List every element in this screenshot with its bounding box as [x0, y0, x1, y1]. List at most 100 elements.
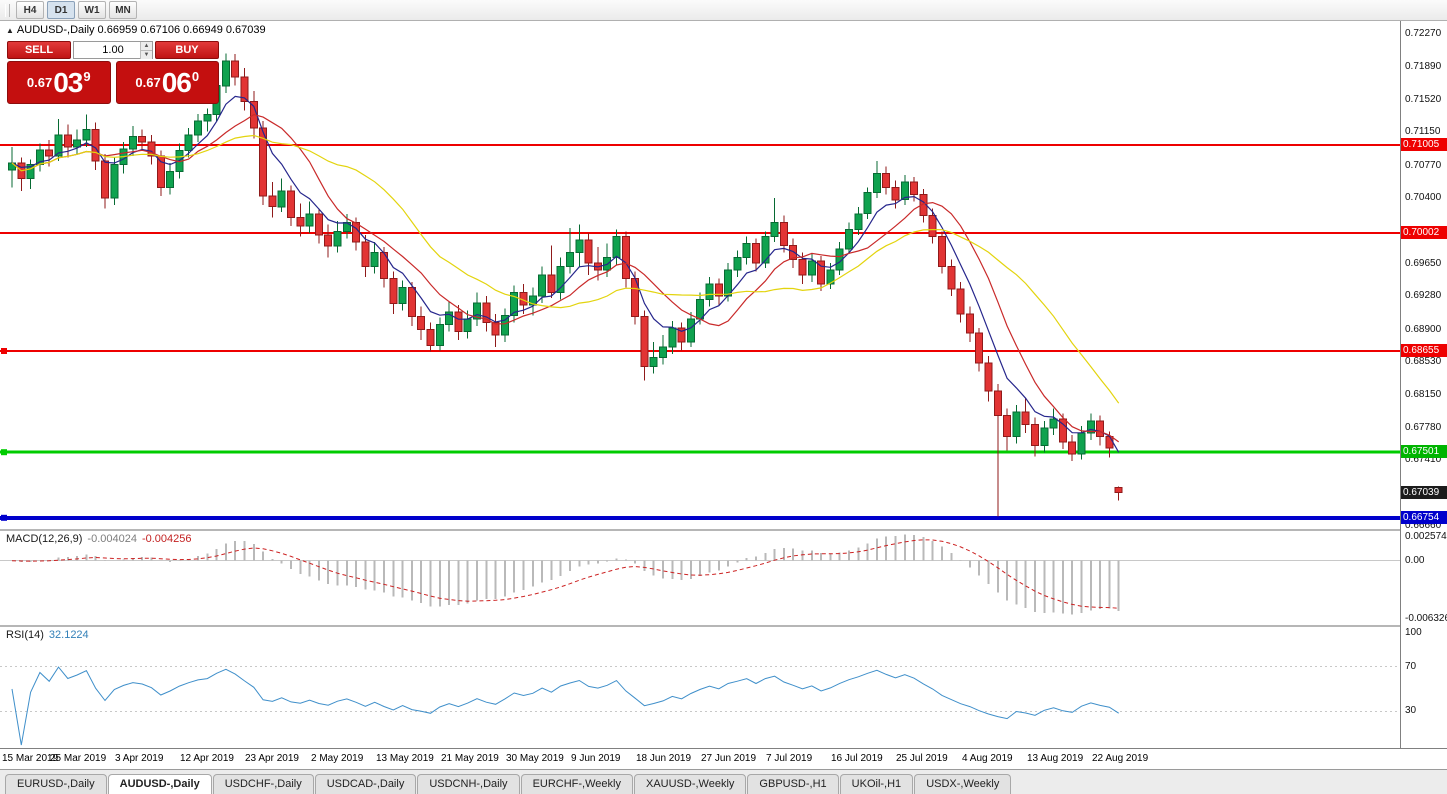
chart-tab-eurusd[interactable]: EURUSD-,Daily [5, 774, 107, 794]
price-axis-label: 0.002574 [1405, 531, 1447, 542]
chart-tab-audusd[interactable]: AUDUSD-,Daily [107, 774, 212, 794]
chart-tab-usdchf[interactable]: USDCHF-,Daily [212, 774, 314, 794]
price-axis-label: 0.71890 [1405, 61, 1442, 72]
price-axis-label: 70 [1405, 661, 1417, 672]
price-axis[interactable]: 0.72270 0.71890 0.71520 0.71150 0.70770 0.704… [1400, 21, 1447, 748]
time-axis-label: 16 Jul 2019 [831, 753, 883, 764]
candle-body [361, 241, 370, 267]
candle-body [1040, 427, 1049, 446]
price-axis-label: 0.70770 [1405, 160, 1442, 171]
candle-body [128, 136, 137, 150]
line-handle[interactable] [1, 514, 7, 521]
ohlc-low: 0.66949 [183, 24, 223, 36]
chart-tab-ukoil[interactable]: UKOil-,H1 [839, 774, 914, 794]
candle-body [26, 164, 35, 180]
candle-body [826, 269, 835, 285]
candle-body [621, 236, 630, 280]
time-axis-label: 18 Jun 2019 [636, 753, 692, 764]
candle-body [798, 258, 807, 276]
buy-price-display[interactable]: 0.67 06 0 [115, 61, 219, 104]
candle-body [677, 327, 686, 343]
price-axis-label: 0.67780 [1405, 422, 1442, 433]
sell-price-display[interactable]: 0.67 03 9 [7, 61, 111, 104]
candle-body [156, 155, 165, 188]
candle-body [54, 134, 63, 157]
chart-tab-eurchf[interactable]: EURCHF-,Weekly [520, 774, 633, 794]
candle-body [407, 287, 416, 317]
ma-line-sma20 [11, 134, 1120, 404]
macd-canvas [0, 534, 1400, 615]
timeframe-button-d1[interactable]: D1 [47, 1, 75, 19]
candle-body [752, 243, 760, 264]
candle-body [110, 164, 119, 199]
volume-stepper[interactable]: 1.00 ▲ ▼ [73, 41, 153, 59]
candle-body [891, 187, 900, 201]
volume-decrease-icon[interactable]: ▼ [140, 51, 152, 59]
candle-body [742, 243, 751, 259]
chart-window: ▲ AUDUSD-,Daily 0.66959 0.67106 0.66949 0.670… [0, 21, 1447, 768]
price-axis-badge: 0.67501 [1401, 445, 1447, 458]
sell-button[interactable]: SELL [7, 41, 71, 59]
price-axis-badge: 0.66754 [1401, 511, 1447, 524]
timeframe-button-w1[interactable]: W1 [78, 1, 106, 19]
ohlc-open: 0.66959 [97, 24, 138, 36]
candle-body [807, 260, 816, 276]
macd-label: MACD(12,26,9) -0.004024 -0.004256 [6, 533, 197, 545]
candle-body [845, 229, 853, 250]
chart-tab-xauusd[interactable]: XAUUSD-,Weekly [633, 774, 747, 794]
macd-name: MACD(12,26,9) [6, 533, 83, 545]
time-axis-label: 23 Apr 2019 [245, 753, 299, 764]
candle-body [947, 265, 956, 290]
timeframe-button-mn[interactable]: MN [109, 1, 137, 19]
line-handle[interactable] [1, 348, 7, 354]
candle-body [184, 134, 193, 152]
candle-body [872, 172, 881, 194]
buy-price-prefix: 0.67 [135, 75, 161, 90]
price-axis-label: 100 [1405, 627, 1422, 638]
buy-price-pipette: 0 [191, 69, 200, 84]
candle-body [101, 160, 109, 199]
rsi-indicator-pane[interactable]: RSI(14) 32.1224 [0, 627, 1400, 748]
candle-body [984, 362, 993, 392]
price-chart-canvas [0, 53, 1400, 521]
candle-body [584, 239, 593, 264]
candle-body [398, 287, 407, 304]
price-axis-badge: 0.71005 [1401, 138, 1447, 151]
pane-splitter[interactable] [0, 529, 1447, 531]
candle-body [352, 222, 361, 243]
candle-body [714, 283, 723, 297]
buy-price-big-digits: 06 [161, 66, 192, 98]
macd-indicator-pane[interactable]: MACD(12,26,9) -0.004024 -0.004256 [0, 531, 1400, 625]
macd-main-value: -0.004024 [87, 533, 137, 545]
timeframe-button-h4[interactable]: H4 [16, 1, 44, 19]
price-axis-label: 0.67410 [1405, 454, 1442, 465]
buy-button[interactable]: BUY [155, 41, 219, 59]
price-axis-label: 0.00 [1405, 555, 1425, 566]
chart-tab-usdcad[interactable]: USDCAD-,Daily [314, 774, 417, 794]
time-axis[interactable]: 15 Mar 2019 25 Mar 2019 3 Apr 2019 12 Apr 2… [0, 748, 1447, 768]
candle-body [482, 302, 491, 324]
price-axis-badge: 0.68655 [1401, 344, 1447, 357]
ohlc-high: 0.67106 [140, 24, 181, 36]
price-axis-label: 0.69650 [1405, 258, 1442, 269]
candle-body [277, 190, 286, 208]
candle-body [259, 127, 268, 197]
line-handle[interactable] [1, 449, 7, 456]
price-axis-label: 0.69280 [1405, 290, 1442, 301]
candle-body [435, 323, 444, 346]
volume-increase-icon[interactable]: ▲ [140, 42, 152, 51]
timeframe-toolbar: H4 D1 W1 MN [0, 0, 1447, 21]
candlestick-chart-icon: ▲ [6, 26, 14, 35]
pane-splitter[interactable] [0, 625, 1447, 627]
price-chart-pane[interactable]: ▲ AUDUSD-,Daily 0.66959 0.67106 0.66949 0.670… [0, 21, 1400, 529]
chart-tab-usdx[interactable]: USDX-,Weekly [914, 774, 1012, 794]
toolbar-grip[interactable] [5, 3, 10, 17]
chart-tab-gbpusd[interactable]: GBPUSD-,H1 [747, 774, 839, 794]
candle-body [779, 222, 788, 246]
candle-body [640, 315, 649, 367]
candle-body [35, 149, 44, 166]
candle-body [659, 346, 667, 359]
macd-signal-line [11, 539, 1119, 609]
chart-tab-usdcnh[interactable]: USDCNH-,Daily [417, 774, 520, 794]
rsi-value: 32.1224 [48, 629, 89, 641]
